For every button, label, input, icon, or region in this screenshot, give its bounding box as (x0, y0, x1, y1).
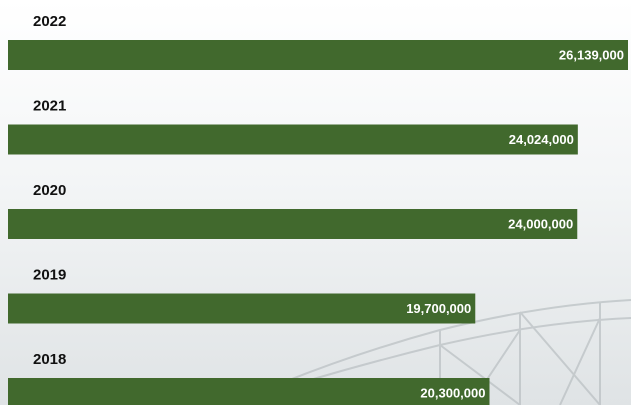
value-label: 24,024,000 (509, 132, 574, 147)
page: {"chart_data": {"type": "bar", "orientat… (0, 0, 631, 405)
category-label: 2021 (33, 97, 66, 114)
category-label: 2022 (33, 13, 66, 30)
value-label: 24,000,000 (508, 216, 573, 231)
bar (8, 378, 490, 405)
value-label: 20,300,000 (420, 385, 485, 400)
category-label: 2019 (33, 266, 66, 283)
bar (8, 40, 628, 70)
category-label: 2020 (33, 182, 66, 199)
value-label: 26,139,000 (559, 47, 624, 62)
bar (8, 294, 475, 324)
chart: 2022 26,139,000 2021 24,024,000 2020 24,000,0… (0, 0, 631, 405)
bar (8, 209, 577, 239)
category-label: 2018 (33, 351, 66, 368)
value-label: 19,700,000 (406, 301, 471, 316)
bar (8, 125, 578, 155)
